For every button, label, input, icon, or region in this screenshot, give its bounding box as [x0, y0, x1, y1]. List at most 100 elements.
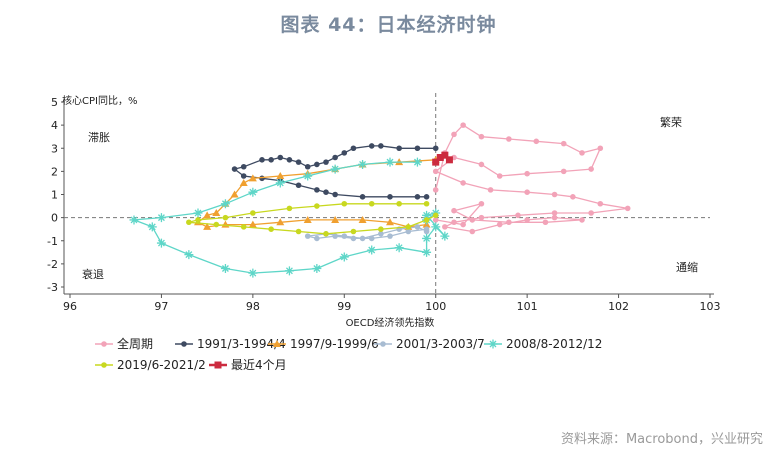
chart-title: 图表 44：日本经济时钟	[280, 14, 497, 36]
data-point	[358, 159, 368, 169]
data-point	[431, 222, 441, 232]
data-point	[423, 194, 430, 200]
data-point	[350, 228, 357, 235]
data-point	[203, 222, 212, 230]
data-point	[432, 168, 439, 175]
data-point	[268, 226, 274, 232]
data-point	[597, 200, 604, 207]
data-point	[445, 156, 453, 164]
data-point	[295, 182, 302, 189]
data-point	[359, 194, 366, 200]
data-point	[239, 178, 248, 186]
series-5	[186, 200, 439, 237]
data-point	[129, 215, 139, 225]
data-point	[378, 226, 384, 232]
legend-label: 2001/3-2003/7	[396, 337, 485, 351]
data-point	[184, 250, 194, 260]
data-point	[147, 222, 157, 232]
legend-item: 最近4个月	[209, 358, 287, 372]
data-point	[250, 210, 256, 216]
data-point	[469, 217, 476, 223]
data-point	[478, 161, 485, 168]
legend-swatch-marker	[380, 341, 386, 347]
data-point	[275, 178, 285, 188]
data-point	[405, 224, 412, 230]
data-point	[423, 217, 430, 223]
legend-swatch-marker	[181, 341, 187, 347]
data-point	[303, 171, 313, 181]
data-point	[276, 218, 285, 226]
data-point	[240, 173, 247, 179]
x-tick-label: 103	[700, 300, 721, 313]
data-point	[212, 209, 221, 216]
data-point	[515, 212, 521, 219]
x-tick-label: 97	[154, 300, 168, 313]
data-point	[186, 219, 192, 226]
data-point	[330, 164, 340, 174]
data-point	[230, 190, 239, 198]
data-point	[597, 145, 604, 152]
data-point	[284, 266, 294, 276]
series-line	[133, 161, 446, 274]
data-point	[295, 159, 302, 165]
data-point	[487, 187, 494, 193]
data-point	[368, 200, 375, 207]
series-0	[432, 122, 631, 235]
y-tick-label: 5	[51, 96, 58, 109]
y-axis-label: 核心CPI同比，%	[62, 94, 137, 107]
y-tick-label: 2	[51, 165, 58, 178]
data-point	[579, 150, 585, 156]
data-point	[551, 214, 558, 221]
data-point	[248, 187, 258, 197]
legend-label: 2008/8-2012/12	[506, 337, 602, 351]
legend-item: 2008/8-2012/12	[484, 337, 602, 351]
data-point	[460, 180, 466, 186]
data-point	[496, 221, 503, 228]
legend-swatch-marker	[101, 362, 107, 368]
data-point	[524, 217, 530, 223]
y-tick-label: 4	[51, 119, 58, 132]
data-point	[220, 264, 230, 273]
data-point	[277, 154, 284, 161]
series-1	[231, 143, 439, 200]
data-point	[231, 166, 238, 172]
y-tick-label: 3	[51, 142, 58, 155]
data-point	[286, 205, 293, 212]
series-6	[432, 151, 453, 166]
data-point	[240, 163, 247, 170]
data-point	[440, 231, 450, 241]
data-point	[286, 157, 293, 163]
data-point	[451, 219, 457, 226]
data-point	[295, 228, 302, 235]
data-point	[341, 233, 348, 239]
series-4	[129, 157, 450, 278]
data-point	[387, 233, 393, 239]
data-point	[451, 131, 457, 138]
data-point	[478, 133, 485, 140]
data-point	[323, 159, 329, 165]
data-point	[303, 215, 312, 223]
quadrant-label: 通缩	[676, 261, 698, 274]
data-point	[560, 140, 567, 147]
data-point	[432, 212, 439, 219]
legend-label: 全周期	[117, 336, 153, 351]
data-point	[203, 211, 212, 219]
data-point	[358, 215, 367, 223]
x-tick-label: 96	[63, 300, 77, 313]
legend-item: 1991/3-1994/4	[175, 337, 286, 351]
data-point	[506, 136, 512, 142]
data-point	[405, 228, 412, 235]
data-point	[551, 210, 558, 216]
data-point	[304, 233, 311, 239]
data-point	[385, 157, 395, 167]
legend-swatch-marker	[101, 341, 107, 347]
data-point	[268, 157, 274, 163]
data-point	[386, 218, 394, 226]
quadrant-label: 繁荣	[660, 115, 682, 129]
data-point	[478, 214, 485, 221]
data-point	[524, 170, 530, 177]
data-point	[193, 208, 203, 218]
data-point	[339, 252, 349, 262]
data-point	[469, 228, 476, 235]
data-point	[276, 172, 285, 179]
